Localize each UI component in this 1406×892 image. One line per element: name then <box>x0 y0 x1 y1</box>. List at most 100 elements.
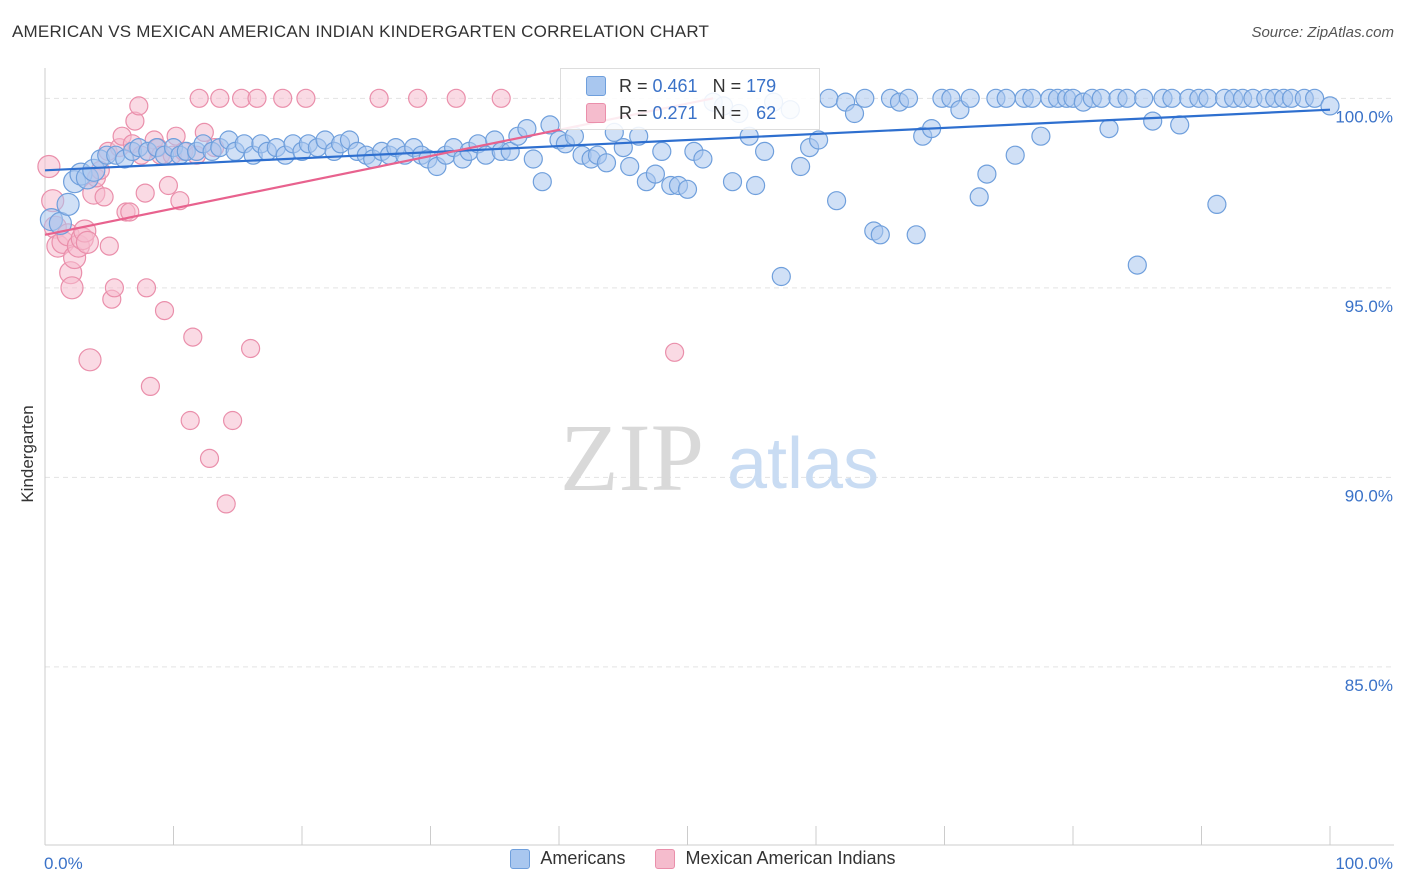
americans-point <box>977 164 997 184</box>
y-tick-label: 95.0% <box>1345 297 1393 316</box>
mexican-american-indians-point <box>140 376 160 396</box>
mexican-american-indians-point <box>99 236 119 256</box>
mexican-american-indians-point <box>216 494 236 514</box>
chart-title: AMERICAN VS MEXICAN AMERICAN INDIAN KIND… <box>12 22 710 41</box>
y-tick-label: 85.0% <box>1345 676 1393 695</box>
americans-point <box>754 141 775 161</box>
americans-point <box>819 88 839 108</box>
watermark-zip: ZIP <box>560 404 704 511</box>
americans-point <box>517 119 537 139</box>
americans-trend-line <box>44 108 1331 172</box>
mexican-american-indians-point <box>37 154 61 179</box>
mexican-american-indians-point <box>189 88 209 108</box>
americans-point <box>1162 88 1182 108</box>
americans-point <box>870 225 890 245</box>
gridlines <box>45 97 1394 668</box>
x-tick-label: 100.0% <box>1335 854 1393 873</box>
americans-point <box>906 225 926 245</box>
legend-item-americans[interactable]: Americans <box>510 848 625 869</box>
americans-point <box>1005 145 1025 165</box>
americans-point <box>56 192 80 216</box>
stats-r-label: R = <box>619 102 653 123</box>
mexican-american-indians-point <box>75 230 100 254</box>
legend: Americans Mexican American Indians <box>0 848 1406 869</box>
americans-point <box>844 103 865 124</box>
americans-point <box>1304 88 1325 108</box>
americans-point <box>1198 88 1218 108</box>
mexican-american-indians-point <box>199 448 220 468</box>
americans-point <box>855 88 875 108</box>
y-tick-label: 100.0% <box>1335 107 1393 126</box>
stats-swatch-americans <box>586 76 606 96</box>
americans-point <box>532 172 552 192</box>
mexican-american-indians-point <box>60 276 84 300</box>
mexican-american-indians-point <box>180 410 200 431</box>
y-axis-label: Kindergarten <box>18 405 37 503</box>
americans-point <box>1031 126 1051 146</box>
stats-r-value-mexican-american-indians: 0.271 <box>652 102 698 123</box>
mexican-american-indians-point <box>135 183 155 203</box>
americans-point <box>996 88 1016 108</box>
y-tick-label: 90.0% <box>1345 486 1393 505</box>
mexican-american-indians-point <box>223 410 243 431</box>
americans-point <box>620 156 640 177</box>
stats-box: R = 0.461 N = 179 R = 0.271 N = 62 <box>560 68 820 130</box>
americans-point <box>1022 88 1042 108</box>
legend-swatch-mexican-american-indians <box>655 848 676 869</box>
americans-point <box>596 153 617 173</box>
y-tick-labels: 85.0% 90.0% 95.0% 100.0% <box>1335 107 1393 695</box>
legend-label-americans: Americans <box>540 848 626 868</box>
americans-point <box>790 156 811 177</box>
americans-point <box>523 149 543 169</box>
stats-r-value-americans: 0.461 <box>652 75 698 96</box>
mexican-american-indians-point <box>94 187 114 207</box>
americans-point <box>745 175 766 196</box>
mexican-american-indians-point <box>296 88 316 108</box>
americans-point <box>500 141 520 161</box>
legend-label-mexican-american-indians: Mexican American Indians <box>685 848 896 868</box>
x-tick-labels: 0.0% 100.0% <box>44 854 1393 873</box>
americans-point <box>1099 119 1119 139</box>
x-tick-label: 0.0% <box>44 854 83 873</box>
americans-point <box>826 191 847 211</box>
mexican-american-indians-point <box>491 88 511 108</box>
mexican-american-indians-point <box>408 88 428 108</box>
mexican-american-indians-point <box>78 348 102 372</box>
stats-n-label: N = <box>712 102 747 123</box>
mexican-american-indians-point <box>247 88 267 108</box>
mexican-american-indians-point <box>136 278 157 298</box>
legend-swatch-americans <box>510 848 531 869</box>
watermark-atlas: atlas <box>727 424 879 504</box>
axes <box>44 68 1394 846</box>
mexican-american-indians-point <box>104 278 125 298</box>
americans-point <box>1207 194 1227 214</box>
mexican-american-indians-point <box>273 88 293 108</box>
americans-point <box>1143 111 1163 131</box>
source-credit: Source: ZipAtlas.com <box>1251 24 1394 41</box>
americans-point <box>1091 88 1111 108</box>
mexican-american-indians-point <box>183 327 203 347</box>
americans-point <box>693 149 713 169</box>
americans-point <box>1170 115 1190 135</box>
mexican-american-indians-point <box>154 301 175 321</box>
legend-item-mexican-american-indians[interactable]: Mexican American Indians <box>655 848 896 869</box>
stats-swatch-mexican-american-indians <box>586 103 606 123</box>
americans-point <box>969 187 989 207</box>
americans-point <box>1127 255 1147 275</box>
americans-point <box>722 172 743 192</box>
americans-point <box>1320 96 1340 116</box>
mexican-american-indians-point <box>129 96 149 116</box>
mexican-american-indians-point <box>241 338 261 359</box>
stats-r-label: R = <box>619 75 653 96</box>
stats-n-value-americans: 179 <box>746 75 777 96</box>
americans-point <box>1117 88 1137 108</box>
americans-point <box>645 164 666 184</box>
mexican-american-indians-point <box>664 342 685 362</box>
mexican-american-indians-point <box>446 88 466 108</box>
mexican-american-indians-point <box>369 88 389 108</box>
mexican-american-indians-point <box>158 175 178 196</box>
stats-n-label: N = <box>712 75 747 96</box>
watermark: ZIP atlas <box>560 404 879 511</box>
americans-point <box>1134 88 1154 108</box>
